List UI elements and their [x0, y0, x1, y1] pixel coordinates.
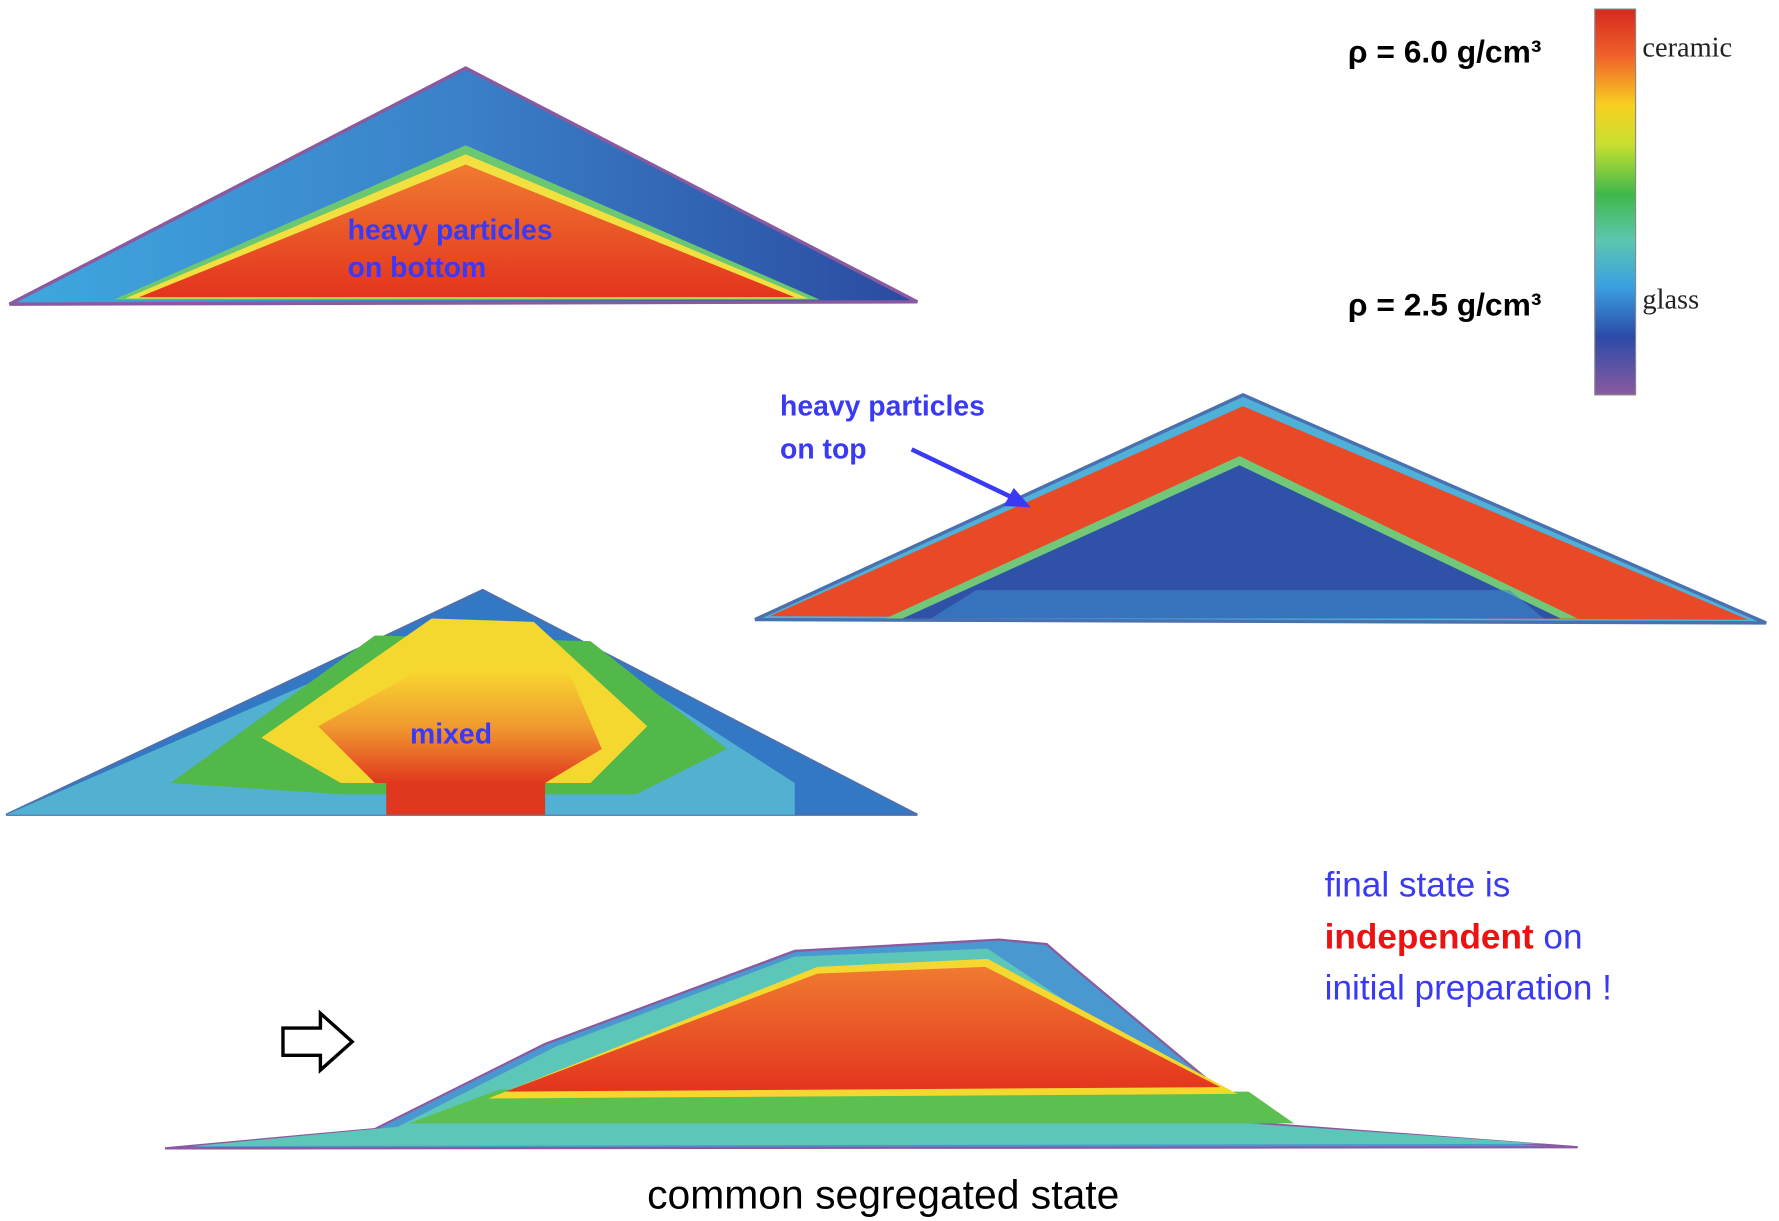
panel-label: mixed [410, 718, 492, 750]
label-line: heavy particles [348, 214, 553, 246]
note-line: independent on [1325, 918, 1583, 957]
label-line: mixed [410, 718, 492, 750]
label-line: heavy particles [780, 390, 985, 422]
note-emphasis: independent [1325, 918, 1534, 957]
figure: ρ = 6.0 g/cm³ ρ = 2.5 g/cm³ ceramic glas… [0, 0, 1779, 1221]
colorbar-bottom-label: glass [1642, 285, 1699, 316]
page: {"colorbar": {"top_density": "ρ = 6.0 g/… [0, 0, 1779, 1221]
label-line: on top [780, 433, 867, 465]
colorbar-top-label: ceramic [1642, 33, 1732, 64]
note-rest: on [1543, 918, 1582, 957]
hollow-arrow [283, 1013, 352, 1070]
note-line: initial preparation ! [1325, 969, 1612, 1008]
pile-mixed [6, 590, 917, 815]
note-line: final state is [1325, 865, 1511, 904]
caption: common segregated state [647, 1172, 1119, 1218]
pointer-arrow [912, 449, 1031, 507]
pile-top-heavy [755, 395, 1766, 623]
panel-label: heavy particles on top [780, 390, 993, 465]
density-top: ρ = 6.0 g/cm³ [1348, 33, 1542, 69]
density-bottom: ρ = 2.5 g/cm³ [1348, 286, 1542, 322]
colorbar [1595, 9, 1636, 395]
label-line: on bottom [348, 252, 487, 284]
